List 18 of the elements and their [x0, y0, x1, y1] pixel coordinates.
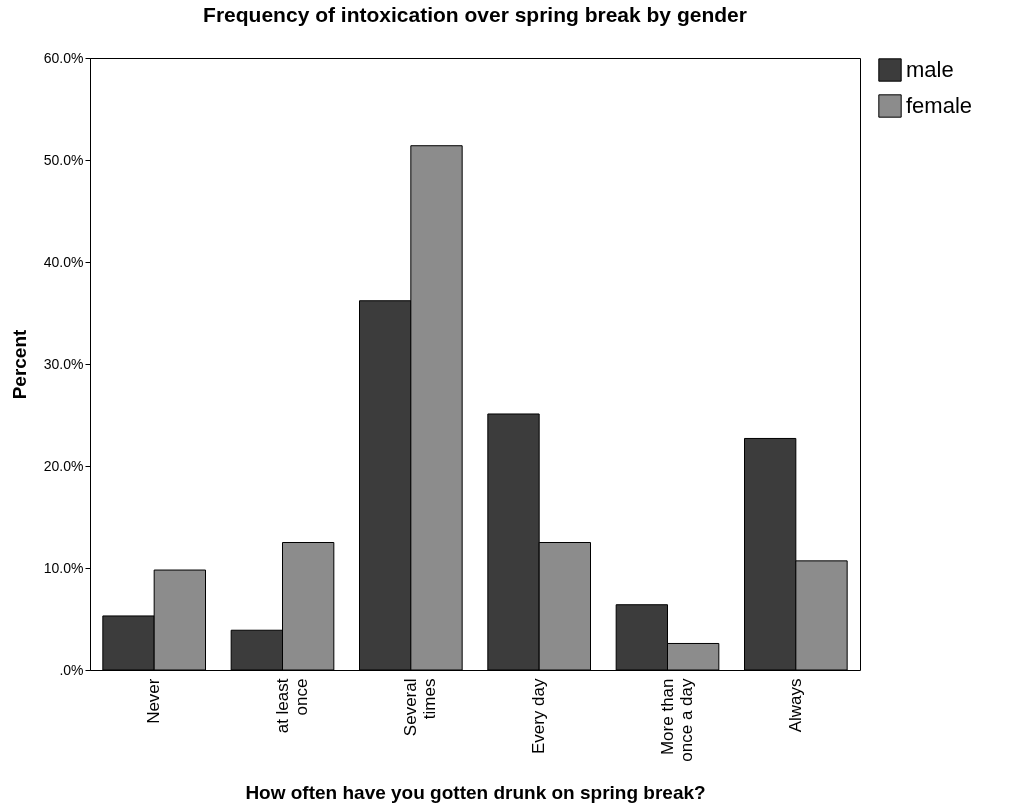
y-tick-label: 50.0%	[43, 151, 84, 168]
y-tick-label: 20.0%	[43, 457, 84, 474]
x-tick-label: More than once a day	[657, 678, 696, 762]
legend-label: male	[906, 57, 954, 82]
y-tick-label: 10.0%	[43, 559, 84, 576]
x-tick-label: Never	[144, 678, 164, 724]
x-tick-label: Always	[785, 678, 805, 733]
x-tick-label: Several times	[400, 678, 439, 737]
x-tick-label: at least once	[272, 678, 311, 734]
x-axis-title: How often have you gotten drunk on spring break?	[245, 781, 706, 803]
y-tick-label: 60.0%	[43, 49, 84, 66]
chart-title: Frequency of intoxication over spring break by gender	[203, 3, 747, 26]
y-axis-title: Percent	[8, 328, 30, 400]
legend-label: female	[906, 93, 973, 118]
y-tick-label: 30.0%	[43, 355, 84, 372]
y-tick-label: 40.0%	[43, 253, 84, 270]
x-tick-label: Every day	[529, 678, 549, 755]
y-tick-label: .0%	[59, 661, 84, 678]
